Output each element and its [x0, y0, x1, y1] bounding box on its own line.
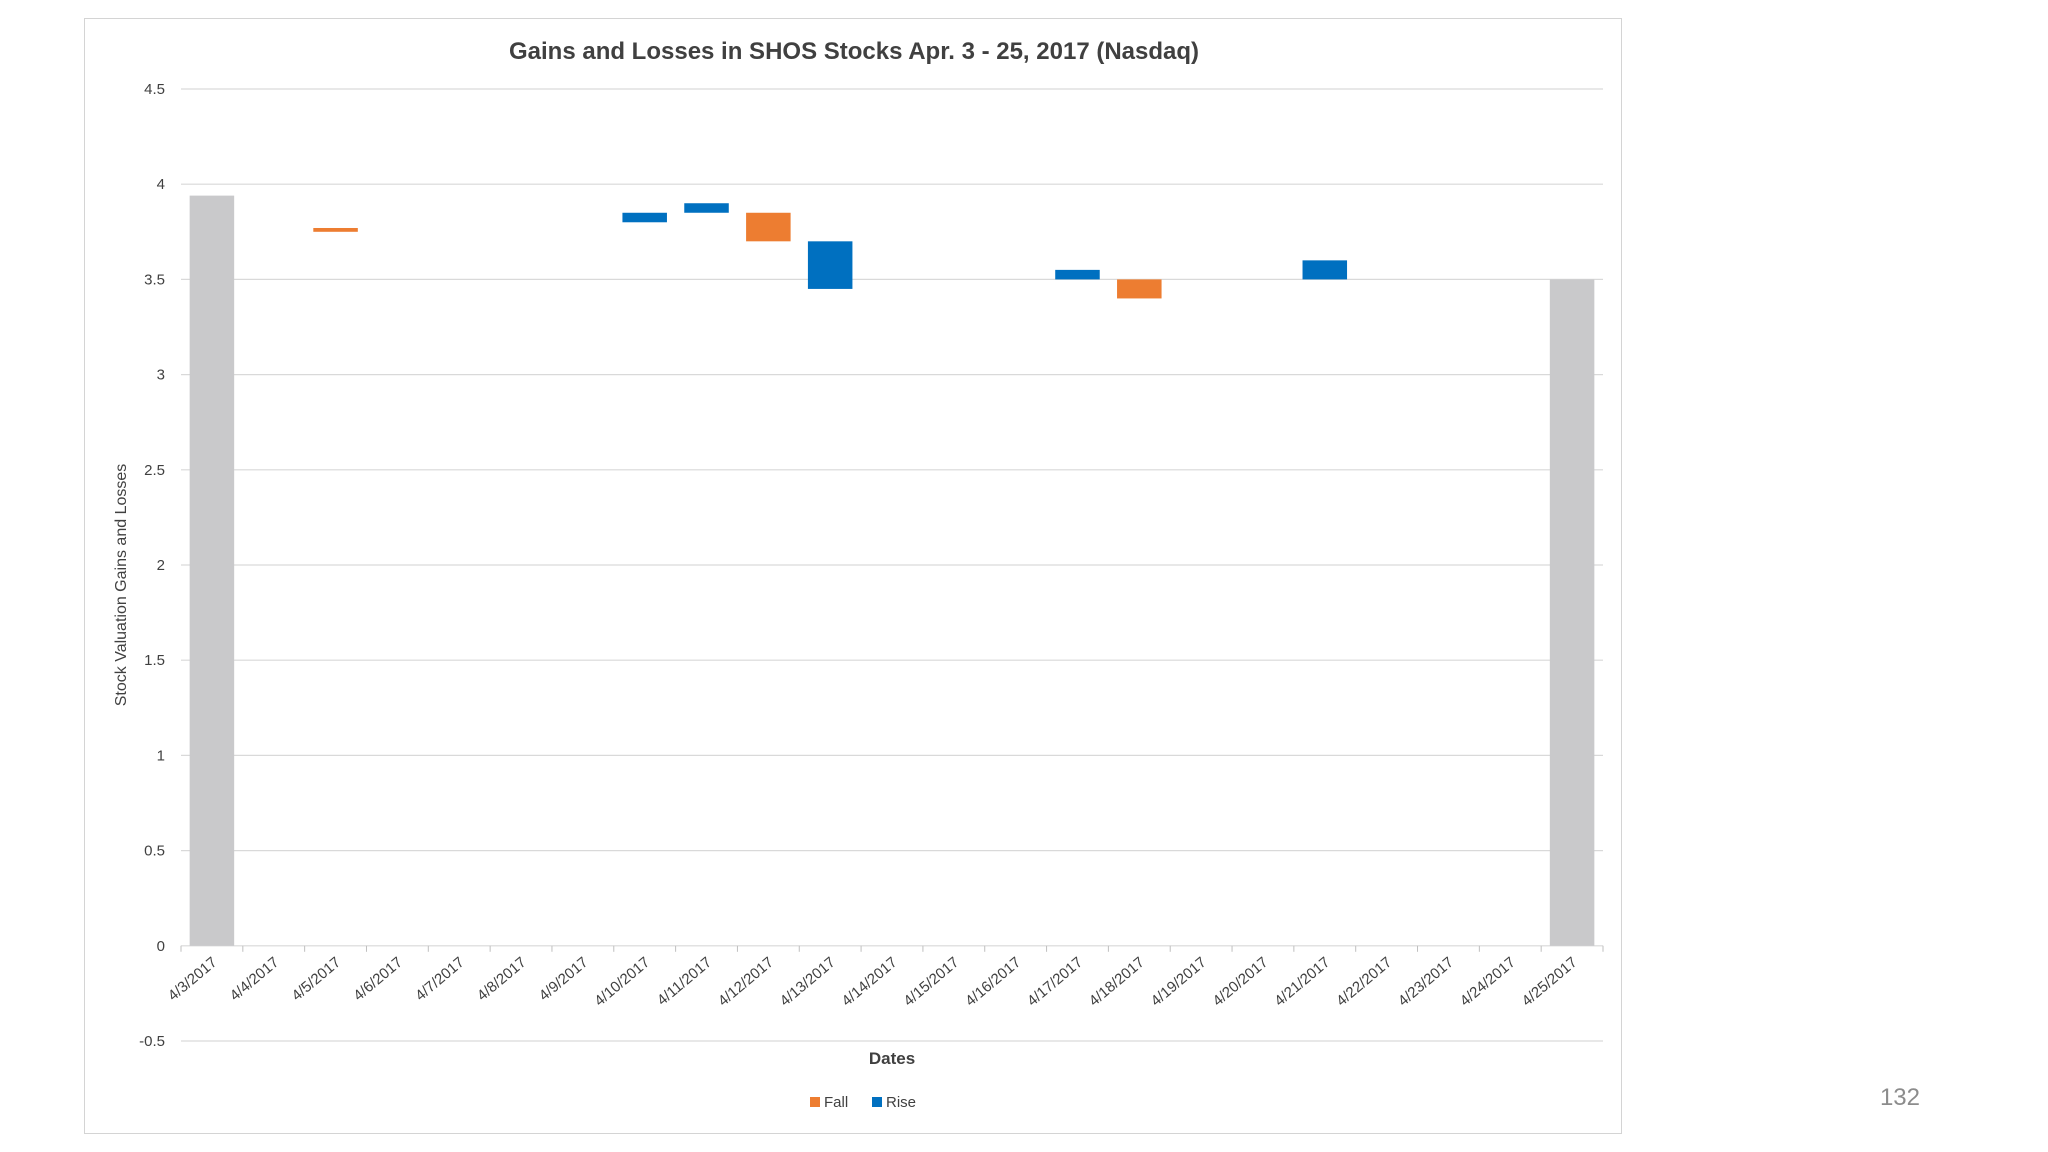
- x-tick-label: 4/25/2017: [1519, 954, 1581, 1010]
- y-tick-label: 1.5: [144, 652, 165, 669]
- legend-swatch: [810, 1097, 820, 1107]
- x-tick-label: 4/10/2017: [591, 954, 653, 1010]
- rise-bar: [1055, 269, 1100, 280]
- fall-bar: [1117, 279, 1162, 299]
- legend-swatch: [872, 1097, 882, 1107]
- x-tick-label: 4/4/2017: [227, 954, 283, 1005]
- x-tick-label: 4/17/2017: [1024, 954, 1086, 1010]
- x-tick-label: 4/6/2017: [350, 954, 406, 1005]
- legend-label: Rise: [886, 1094, 916, 1111]
- x-tick-label: 4/23/2017: [1395, 954, 1457, 1010]
- x-tick-label: 4/13/2017: [777, 954, 839, 1010]
- x-tick-label: 4/19/2017: [1148, 954, 1210, 1010]
- x-tick-labels: 4/3/2017 4/4/2017 4/5/2017 4/6/2017 4/7/2017…: [165, 954, 1581, 1010]
- fall-bar: [313, 227, 358, 232]
- y-axis-title: Stock Valuation Gains and Losses: [113, 464, 130, 707]
- total-bar: [1549, 279, 1595, 946]
- x-tick-label: 4/15/2017: [900, 954, 962, 1010]
- rise-bar: [684, 203, 729, 213]
- rise-bar: [1302, 260, 1348, 280]
- y-tick-label: 2: [157, 557, 165, 574]
- rise-bar: [807, 241, 853, 289]
- fall-bar: [746, 212, 791, 242]
- x-tick-label: 4/16/2017: [962, 954, 1024, 1010]
- legend: Fall Rise: [810, 1094, 916, 1111]
- rise-bar: [622, 212, 667, 223]
- x-tick-label: 4/11/2017: [654, 954, 715, 1009]
- legend-label: Fall: [824, 1094, 848, 1111]
- x-tick-label: 4/8/2017: [474, 954, 530, 1005]
- y-tick-label: 3.5: [144, 271, 165, 288]
- x-tick-label: 4/21/2017: [1271, 954, 1333, 1010]
- x-tick-label: 4/12/2017: [715, 954, 777, 1010]
- y-tick-label: 4: [157, 176, 165, 193]
- y-tick-labels: -0.5 0 0.5 1 1.5 2 2.5 3 3.5 4 4.5: [139, 81, 165, 1050]
- gridlines: [180, 88, 1604, 1042]
- y-tick-label: 0.5: [144, 843, 165, 860]
- x-tick-label: 4/7/2017: [412, 954, 468, 1005]
- x-tick-label: 4/14/2017: [839, 954, 901, 1010]
- x-tick-label: 4/3/2017: [165, 954, 221, 1005]
- y-tick-label: 2.5: [144, 462, 165, 479]
- bars: [189, 195, 1595, 946]
- y-tick-label: -0.5: [139, 1033, 165, 1050]
- x-tick-label: 4/24/2017: [1457, 954, 1519, 1010]
- total-bar: [189, 195, 235, 946]
- y-tick-label: 0: [157, 938, 165, 955]
- page-number: 132: [1879, 1084, 1920, 1111]
- y-tick-label: 4.5: [144, 81, 165, 98]
- x-tick-label: 4/5/2017: [288, 954, 344, 1005]
- x-tick-label: 4/22/2017: [1333, 954, 1395, 1010]
- chart-frame: Gains and Losses in SHOS Stocks Apr. 3 -…: [84, 18, 1622, 1134]
- x-tick-label: 4/9/2017: [536, 954, 592, 1005]
- x-tick-label: 4/18/2017: [1086, 954, 1148, 1010]
- y-tick-label: 3: [157, 367, 165, 384]
- y-tick-label: 1: [157, 747, 165, 764]
- waterfall-chart: Gains and Losses in SHOS Stocks Apr. 3 -…: [113, 38, 1604, 1111]
- chart-title: Gains and Losses in SHOS Stocks Apr. 3 -…: [509, 38, 1199, 65]
- x-tick-label: 4/20/2017: [1209, 954, 1271, 1010]
- x-axis-title: Dates: [869, 1049, 915, 1068]
